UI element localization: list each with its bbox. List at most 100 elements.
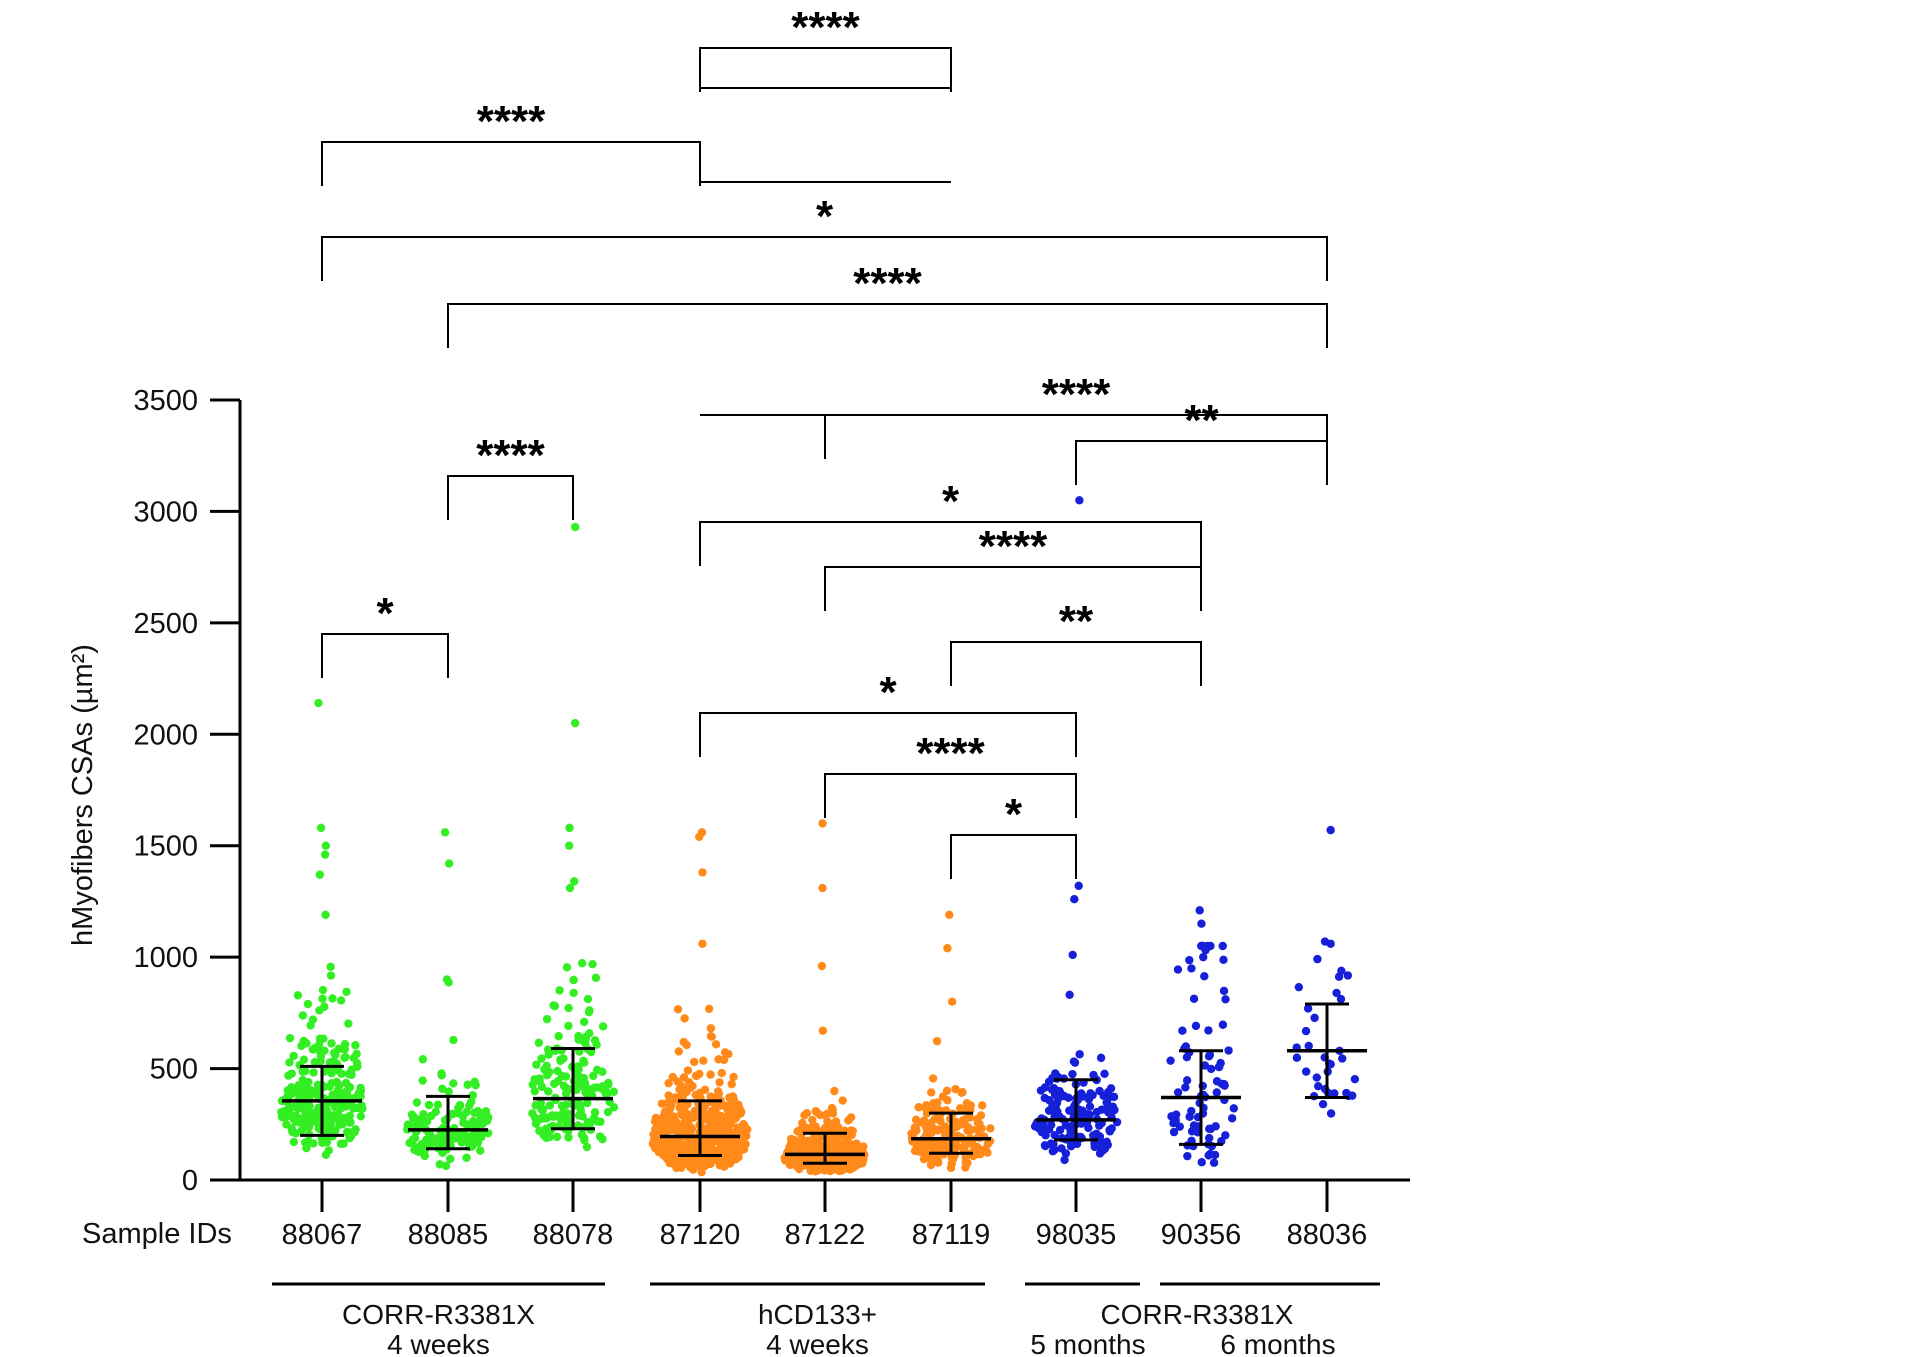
data-point — [808, 1115, 817, 1125]
data-point — [736, 1108, 746, 1117]
data-point — [344, 1069, 353, 1079]
data-point — [410, 1145, 419, 1154]
data-point-outlier — [943, 944, 952, 953]
data-point-outlier — [314, 698, 323, 708]
data-point — [1181, 1042, 1191, 1051]
data-point — [1060, 1155, 1069, 1165]
data-point — [986, 1124, 995, 1133]
data-point — [598, 1022, 608, 1031]
data-point — [1205, 1149, 1215, 1159]
data-point — [309, 1068, 318, 1077]
data-point — [683, 1066, 693, 1075]
data-point — [729, 1072, 738, 1082]
data-point — [683, 1127, 692, 1136]
data-point — [803, 1124, 812, 1133]
data-point — [831, 1142, 841, 1152]
data-point — [1085, 1102, 1095, 1111]
data-point — [674, 1047, 683, 1056]
data-point — [1040, 1093, 1049, 1103]
x-tick-label-88078: 88078 — [533, 1219, 614, 1251]
data-point — [679, 1073, 689, 1082]
data-point — [545, 1132, 554, 1142]
data-point — [811, 1137, 821, 1146]
data-point — [1304, 1041, 1313, 1051]
data-point — [455, 1101, 465, 1111]
data-point — [1187, 964, 1196, 973]
data-point — [555, 986, 564, 995]
data-point — [577, 959, 587, 968]
data-point-outlier — [320, 850, 330, 859]
data-point — [326, 962, 335, 972]
data-point — [446, 1154, 455, 1164]
data-point — [911, 1115, 921, 1125]
data-point — [1069, 1057, 1079, 1066]
data-point — [1218, 1020, 1228, 1029]
bracket-5: ** — [1075, 396, 1328, 485]
data-point — [736, 1143, 745, 1152]
significance-label: * — [879, 668, 897, 717]
data-point — [700, 1138, 710, 1147]
data-point — [538, 1113, 548, 1122]
data-point — [1100, 1144, 1110, 1153]
data-point — [955, 1104, 965, 1113]
data-point — [554, 1076, 563, 1086]
data-point — [717, 1068, 727, 1078]
data-point — [1350, 1074, 1360, 1084]
data-point — [707, 1106, 717, 1116]
data-point — [1217, 1079, 1226, 1088]
data-point — [922, 1122, 931, 1132]
data-point — [681, 1155, 690, 1164]
group-label-line: 4 weeks — [766, 1329, 869, 1357]
data-point — [289, 1051, 298, 1061]
data-point-outlier — [570, 718, 580, 728]
data-point — [928, 1074, 938, 1083]
data-point — [1227, 1114, 1237, 1123]
data-point — [812, 1108, 822, 1117]
x-tick-label-88067: 88067 — [282, 1219, 363, 1251]
x-tick-label-87120: 87120 — [660, 1219, 741, 1251]
data-point — [926, 1088, 936, 1097]
data-point — [418, 1076, 427, 1085]
data-point — [1181, 1083, 1190, 1092]
data-point — [350, 1127, 359, 1137]
data-point — [468, 1091, 477, 1100]
data-point — [848, 1126, 857, 1136]
significance-label: * — [816, 192, 834, 241]
data-point — [471, 1080, 480, 1090]
data-point — [852, 1139, 861, 1148]
data-point — [946, 1163, 956, 1173]
bracket-1: **** — [321, 97, 701, 186]
data-point — [444, 1087, 453, 1096]
data-point — [692, 1071, 701, 1081]
data-point — [823, 1117, 832, 1126]
data-point — [706, 1092, 715, 1101]
data-point — [462, 1107, 471, 1117]
data-point — [1200, 972, 1209, 981]
data-point — [582, 1142, 592, 1152]
data-point — [569, 975, 578, 985]
data-point — [1167, 1112, 1176, 1121]
data-point — [288, 1127, 297, 1137]
data-point — [1100, 1069, 1109, 1079]
data-point — [540, 1065, 549, 1074]
data-point — [831, 1117, 841, 1126]
data-point — [711, 1040, 721, 1049]
data-point — [351, 1041, 360, 1050]
data-point — [324, 1146, 333, 1155]
data-point — [1178, 1026, 1187, 1035]
data-point — [304, 1077, 313, 1087]
data-point — [1030, 1122, 1040, 1131]
data-point-outlier — [565, 883, 575, 893]
data-point — [1065, 990, 1074, 999]
data-point — [1068, 1069, 1077, 1079]
y-tick-label: 3000 — [133, 496, 198, 528]
bracket-6: **** — [447, 431, 574, 520]
data-point — [739, 1126, 748, 1136]
data-point — [664, 1108, 674, 1117]
data-point — [537, 1054, 546, 1063]
group-label-line: CORR-R3381X — [342, 1299, 535, 1330]
data-point — [424, 1100, 434, 1110]
data-point — [1040, 1083, 1050, 1092]
data-point-outlier — [698, 868, 707, 877]
